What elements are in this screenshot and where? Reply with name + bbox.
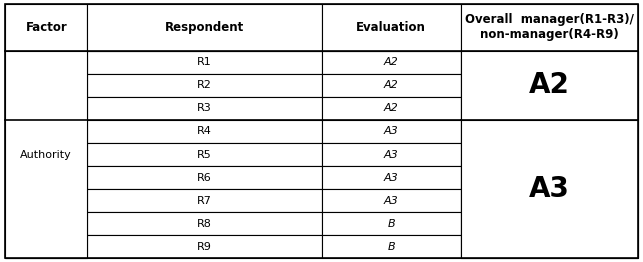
Bar <box>87 74 322 97</box>
Bar <box>5 166 87 189</box>
Text: A3: A3 <box>529 175 570 203</box>
Bar <box>460 97 638 120</box>
Bar <box>5 235 87 258</box>
Bar <box>322 212 460 235</box>
Text: Evaluation: Evaluation <box>356 21 426 34</box>
Bar <box>87 120 322 143</box>
Bar <box>322 143 460 166</box>
Bar <box>87 166 322 189</box>
Bar <box>87 143 322 166</box>
Bar <box>5 143 87 166</box>
Bar <box>5 97 87 120</box>
Bar <box>5 51 87 258</box>
Text: A3: A3 <box>384 127 399 137</box>
Bar <box>460 235 638 258</box>
Bar <box>322 120 460 143</box>
Bar <box>460 212 638 235</box>
Text: A3: A3 <box>384 150 399 160</box>
Bar <box>460 51 638 120</box>
Bar <box>87 51 322 74</box>
Text: A2: A2 <box>384 57 399 67</box>
Bar <box>5 4 87 51</box>
Bar <box>87 212 322 235</box>
Bar <box>322 166 460 189</box>
Text: Factor: Factor <box>25 21 67 34</box>
Text: A2: A2 <box>384 80 399 90</box>
Bar <box>460 120 638 143</box>
Text: A2: A2 <box>384 103 399 113</box>
Bar <box>87 4 322 51</box>
Text: R3: R3 <box>197 103 212 113</box>
Text: B: B <box>387 219 395 228</box>
Text: A2: A2 <box>529 72 570 100</box>
Bar <box>322 51 460 74</box>
Text: R8: R8 <box>197 219 212 228</box>
Text: A3: A3 <box>384 172 399 183</box>
Text: R7: R7 <box>197 195 212 205</box>
Bar <box>460 51 638 74</box>
Bar <box>5 120 87 143</box>
Bar <box>5 74 87 97</box>
Bar <box>87 235 322 258</box>
Bar <box>460 4 638 51</box>
Text: B: B <box>387 242 395 252</box>
Bar <box>460 74 638 97</box>
Bar <box>460 143 638 166</box>
Bar <box>322 74 460 97</box>
Bar <box>5 212 87 235</box>
Bar <box>87 97 322 120</box>
Text: Overall  manager(R1-R3)/
non-manager(R4-R9): Overall manager(R1-R3)/ non-manager(R4-R… <box>465 13 634 41</box>
Bar <box>460 189 638 212</box>
Bar <box>5 51 87 74</box>
Text: A3: A3 <box>384 195 399 205</box>
Bar <box>322 4 460 51</box>
Bar <box>322 235 460 258</box>
Bar <box>5 189 87 212</box>
Text: R6: R6 <box>197 172 212 183</box>
Text: Respondent: Respondent <box>165 21 244 34</box>
Bar <box>460 166 638 189</box>
Text: R4: R4 <box>197 127 212 137</box>
Text: R5: R5 <box>197 150 212 160</box>
Text: R9: R9 <box>197 242 212 252</box>
Bar <box>322 189 460 212</box>
Bar <box>460 120 638 258</box>
Text: Authority: Authority <box>21 150 72 160</box>
Bar <box>322 97 460 120</box>
Text: R1: R1 <box>197 57 212 67</box>
Bar <box>87 189 322 212</box>
Text: R2: R2 <box>197 80 212 90</box>
